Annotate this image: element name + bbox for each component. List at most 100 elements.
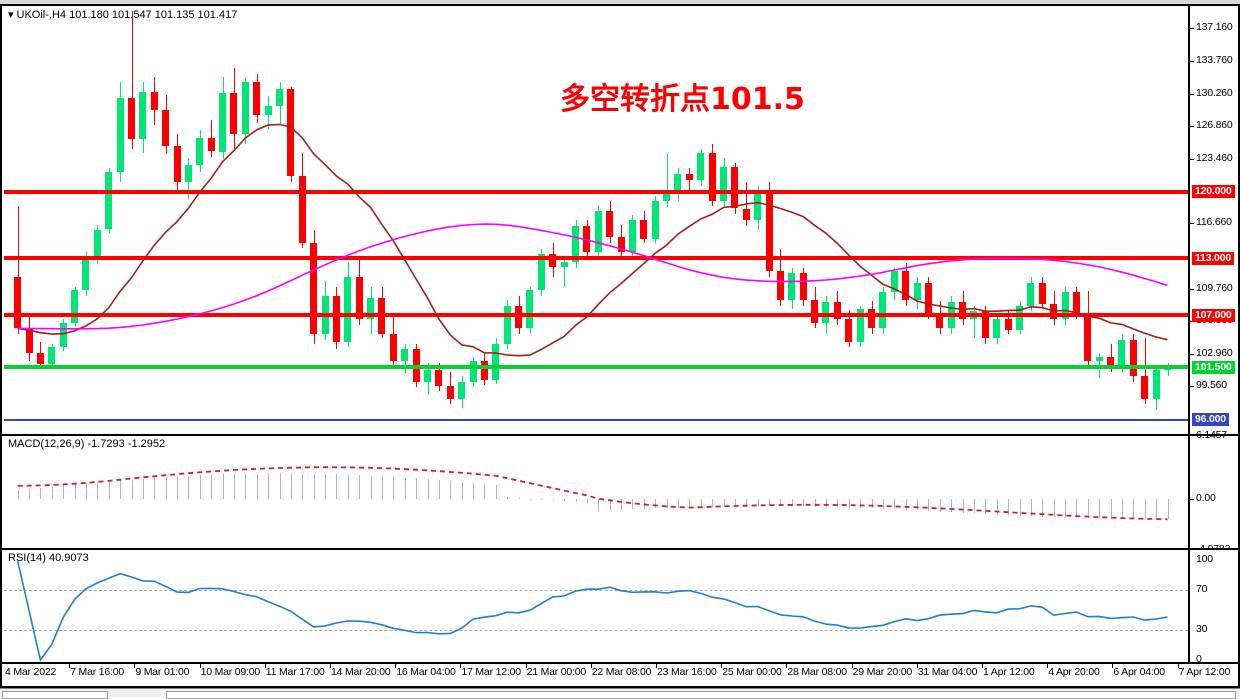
time-axis[interactable]: 4 Mar 2022 7 Mar 16:00 9 Mar 01:00 10 Mar 0… bbox=[2, 662, 1238, 680]
macd-histogram-bar bbox=[393, 476, 395, 499]
macd-histogram-bar bbox=[655, 499, 657, 509]
time-axis-label-text: 7 Mar 16:00 bbox=[70, 666, 125, 678]
candle-body bbox=[401, 349, 409, 361]
macd-histogram-bar bbox=[609, 499, 611, 511]
time-tick-mark bbox=[330, 664, 331, 668]
price-tag-120-000: 120.000 bbox=[1192, 185, 1235, 198]
macd-histogram-bar bbox=[917, 499, 918, 511]
macd-signal-line bbox=[17, 466, 1168, 521]
time-tick-mark bbox=[786, 664, 788, 668]
candle-body bbox=[36, 353, 44, 364]
rsi-panel[interactable]: RSI(14) 40.9073 100 70 30 0 bbox=[2, 548, 1238, 665]
candle-body bbox=[480, 360, 488, 380]
candle-body bbox=[71, 290, 79, 323]
macd-histogram-bar bbox=[1122, 499, 1123, 520]
candle-body bbox=[731, 166, 739, 209]
price-level-96-000[interactable] bbox=[4, 418, 1188, 421]
time-axis-label: 11 Mar 17:00 bbox=[264, 664, 325, 678]
time-tick-mark bbox=[916, 664, 918, 668]
macd-histogram-bar bbox=[74, 484, 76, 499]
macd-histogram-bar bbox=[814, 499, 816, 507]
price-level-120-000[interactable] bbox=[4, 189, 1188, 194]
price-plot-area[interactable]: 多空转折点101.5 bbox=[4, 6, 1188, 434]
price-level-113-000[interactable] bbox=[4, 256, 1188, 260]
rsi-axis[interactable]: 100 70 30 0 bbox=[1188, 550, 1238, 665]
price-tick-mark bbox=[1190, 321, 1194, 323]
macd-histogram-bar bbox=[256, 473, 258, 499]
macd-histogram-bar bbox=[325, 473, 326, 499]
price-tick-mark bbox=[1190, 353, 1194, 355]
macd-histogram-bar bbox=[199, 475, 201, 499]
macd-histogram-bar bbox=[962, 499, 964, 513]
candle-body bbox=[59, 322, 67, 348]
macd-histogram-bar bbox=[746, 499, 748, 507]
candle-body bbox=[1118, 339, 1126, 367]
time-axis-label-text: 21 Mar 00:00 bbox=[526, 666, 587, 678]
time-tick-mark bbox=[1047, 664, 1049, 668]
macd-histogram-bar bbox=[689, 499, 691, 508]
macd-histogram-bar bbox=[86, 483, 87, 499]
candle-body bbox=[697, 153, 705, 180]
macd-histogram-bar bbox=[211, 474, 213, 499]
macd-histogram-bar bbox=[1030, 499, 1032, 517]
triangle-down-icon[interactable]: ▾ bbox=[8, 9, 14, 21]
macd-tick-label: 0.00 bbox=[1196, 492, 1216, 504]
price-tick-label: 126.860 bbox=[1196, 119, 1233, 132]
candle-body bbox=[845, 318, 853, 342]
time-axis-label-text: 10 Mar 09:00 bbox=[200, 666, 261, 678]
macd-histogram-bar bbox=[621, 499, 622, 510]
time-axis-label: 23 Mar 16:00 bbox=[656, 664, 717, 678]
status-bar-cell-main bbox=[166, 691, 1236, 699]
time-tick-mark bbox=[590, 664, 592, 668]
rsi-tick-label: 30 bbox=[1196, 623, 1208, 635]
price-tick-label: 109.760 bbox=[1196, 281, 1233, 294]
candle-body bbox=[241, 82, 249, 135]
time-axis-label-text: 25 Mar 00:00 bbox=[722, 666, 782, 678]
time-axis-label: 4 Mar 2022 bbox=[5, 666, 56, 678]
candle-body bbox=[708, 153, 716, 201]
candle-wick bbox=[131, 10, 133, 149]
price-tick-mark bbox=[1190, 158, 1194, 160]
candle-body bbox=[1072, 292, 1080, 316]
candle-body bbox=[526, 290, 534, 329]
macd-histogram-bar bbox=[575, 499, 577, 502]
candle-body bbox=[1107, 357, 1115, 367]
candle-body bbox=[742, 208, 750, 220]
time-tick-mark bbox=[460, 664, 462, 668]
macd-histogram-bar bbox=[302, 473, 304, 499]
macd-histogram-bar bbox=[347, 474, 349, 499]
time-axis-label: 7 Mar 16:00 bbox=[69, 664, 125, 678]
price-axis[interactable]: 137.160 133.760 130.260 126.860 123.460 116.6… bbox=[1188, 6, 1238, 434]
price-level-101-500[interactable] bbox=[4, 365, 1188, 370]
macd-histogram-bar bbox=[177, 476, 178, 499]
candle-body bbox=[116, 98, 124, 173]
time-axis-label: 10 Mar 09:00 bbox=[199, 664, 261, 678]
candle-body bbox=[14, 277, 22, 329]
candle-body bbox=[435, 370, 443, 387]
candle-body bbox=[1084, 315, 1092, 361]
candle-body bbox=[219, 92, 227, 152]
price-tick-mark bbox=[1190, 28, 1194, 30]
price-level-107-000[interactable] bbox=[4, 313, 1188, 318]
candle-body bbox=[230, 92, 238, 135]
macd-plot-area[interactable] bbox=[4, 436, 1188, 548]
macd-histogram-bar bbox=[871, 499, 873, 509]
rsi-plot-area[interactable] bbox=[4, 550, 1188, 662]
macd-histogram-bar bbox=[120, 480, 122, 499]
time-tick-mark bbox=[525, 664, 527, 668]
macd-histogram-bar bbox=[63, 485, 65, 499]
macd-histogram-bar bbox=[427, 479, 429, 499]
macd-histogram-bar bbox=[586, 499, 588, 503]
candle-body bbox=[48, 347, 56, 364]
price-tag-96-000: 96.000 bbox=[1192, 413, 1229, 427]
time-tick-mark bbox=[851, 664, 853, 668]
candle-body bbox=[1038, 282, 1046, 304]
macd-histogram-bar bbox=[279, 473, 281, 499]
macd-histogram-bar bbox=[382, 476, 383, 499]
macd-panel[interactable]: MACD(12,26,9) -1.7293 -1.2952 6.1457 0.00… bbox=[2, 429, 1238, 555]
time-tick-mark bbox=[656, 664, 657, 668]
price-chart-panel[interactable]: ▾ UKOil-,H4 101.180 101.547 101.135 101.4… bbox=[2, 6, 1238, 434]
price-tick-label: 133.760 bbox=[1196, 53, 1233, 66]
macd-histogram-bar bbox=[507, 496, 509, 499]
